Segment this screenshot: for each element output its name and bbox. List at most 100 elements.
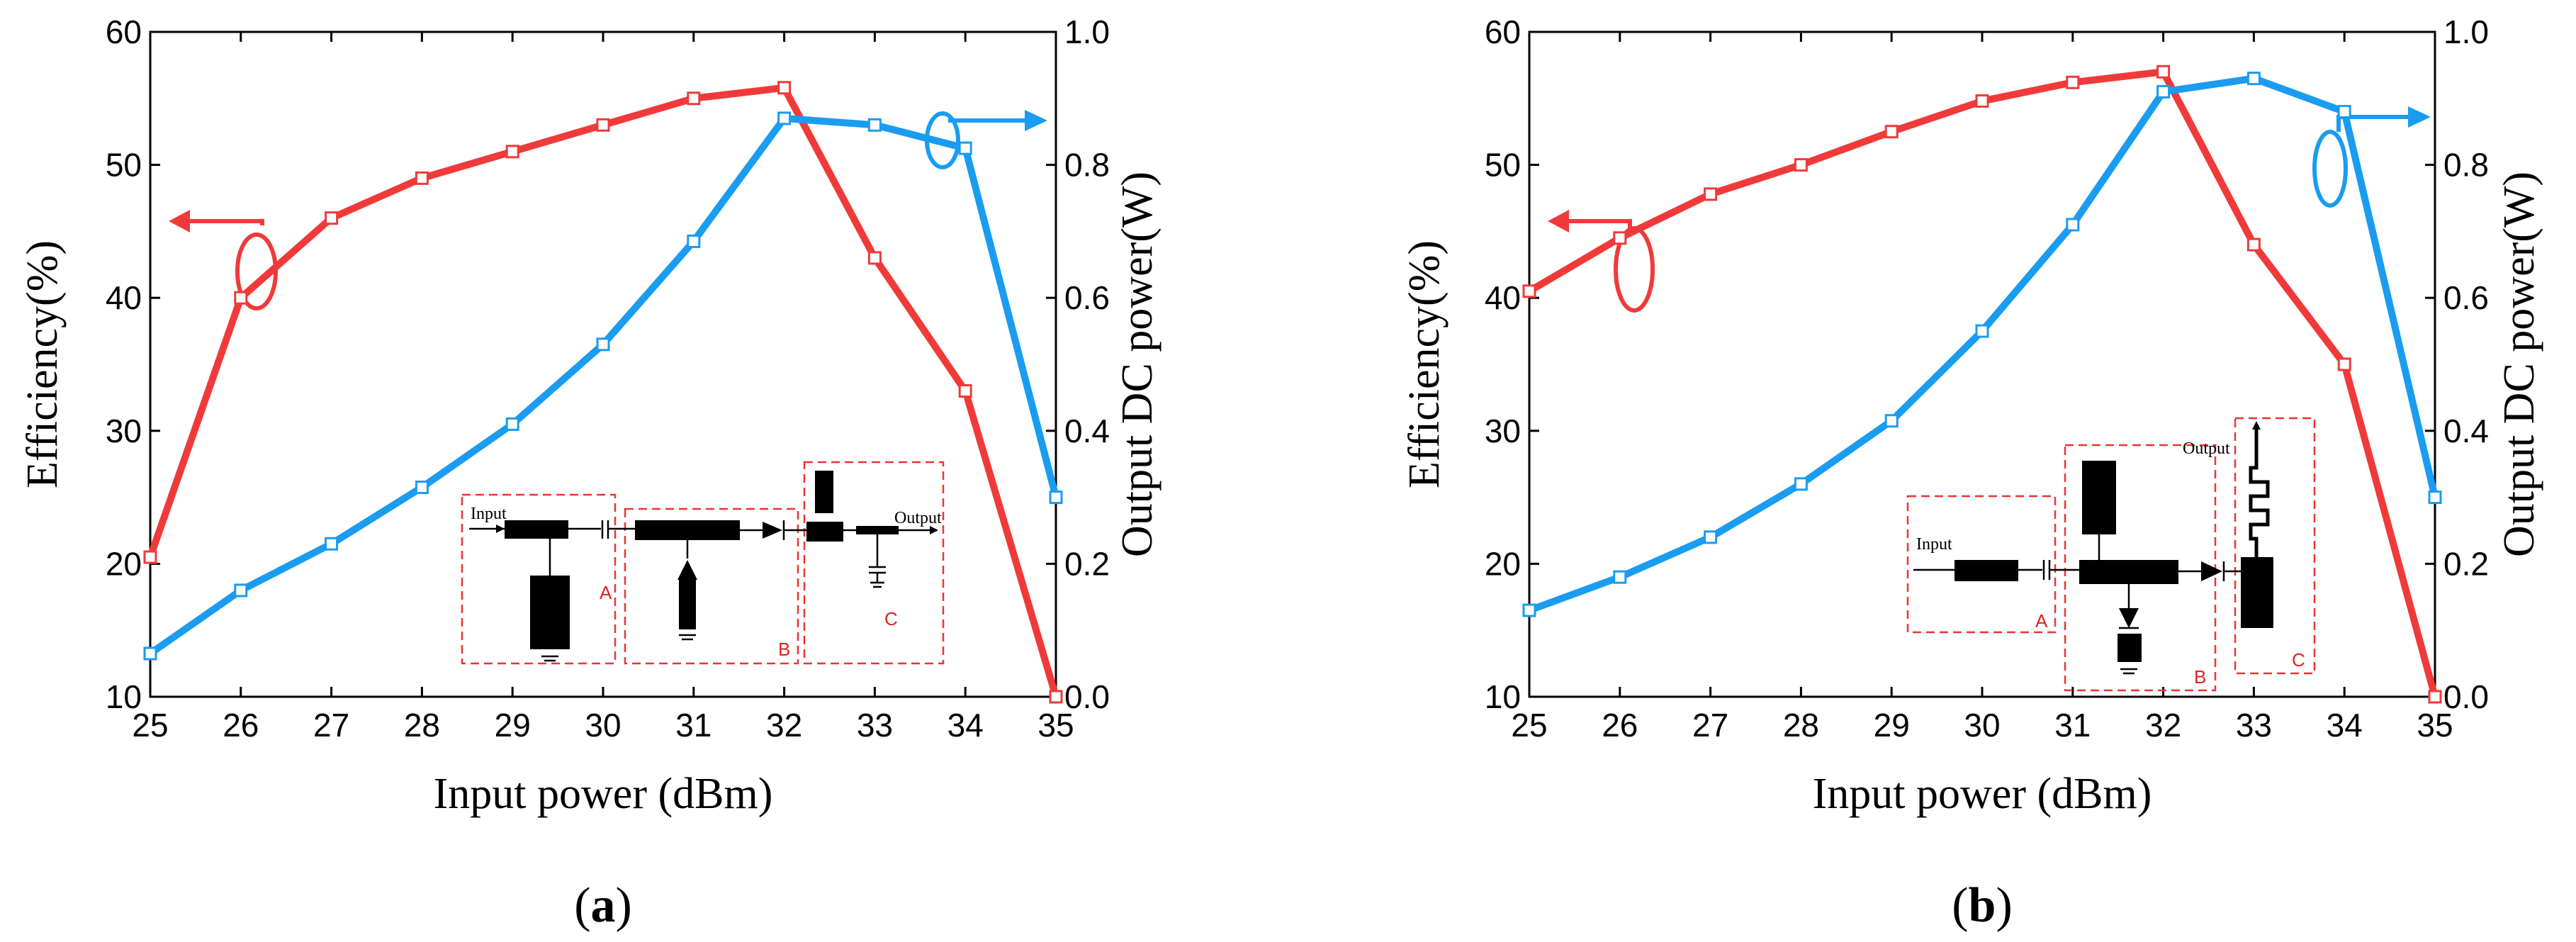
x-tick-label: 28	[404, 707, 440, 744]
efficiency-point	[505, 145, 519, 159]
efficiency-point	[1704, 187, 1718, 201]
output-power-point	[2246, 72, 2261, 86]
output-power-point	[596, 337, 610, 352]
transmission-line-block	[1955, 560, 2018, 581]
output-power-point	[1704, 530, 1718, 544]
y-tick-label-right: 0.6	[2443, 279, 2489, 316]
y-ticks-right-b: 0.0 0.2 0.4 0.6 0.8 1.0	[2425, 13, 2489, 715]
inset-section-box-b	[624, 508, 799, 665]
x-tick-label: 33	[2236, 707, 2272, 744]
inset-section-box-b	[2064, 444, 2217, 692]
stub-block	[2117, 634, 2142, 662]
transmission-line-block	[505, 520, 568, 539]
efficiency-point	[2156, 65, 2171, 79]
stub-block	[815, 471, 833, 513]
output-power-point	[2337, 105, 2351, 119]
efficiency-point	[1884, 125, 1899, 139]
y-tick-label-left: 50	[1485, 147, 1521, 184]
output-power-point	[415, 481, 429, 495]
y-tick-label-right: 0.2	[2443, 545, 2489, 582]
inset-section-box-c	[803, 461, 945, 665]
y-tick-label-left: 10	[1485, 678, 1521, 715]
x-axis-label-b: Input power (dBm)	[1813, 770, 2152, 818]
diode-icon	[763, 522, 782, 539]
efficiency-point	[687, 91, 701, 106]
x-tick-label: 33	[857, 707, 893, 744]
diode-icon	[677, 560, 697, 580]
x-tick-label: 29	[495, 707, 531, 744]
panel-label-a: (a)	[574, 878, 632, 933]
power-series-b	[1522, 72, 2442, 617]
diode-icon	[2119, 608, 2139, 628]
y-tick-label-left: 30	[1485, 413, 1521, 449]
y-tick-label-right: 0.4	[2443, 413, 2489, 449]
x-tick-label: 32	[766, 707, 802, 744]
x-tick-label: 32	[2145, 707, 2181, 744]
y-tick-label-left: 20	[1485, 545, 1521, 582]
efficiency-point	[2066, 75, 2080, 89]
y-tick-label-left: 60	[106, 13, 142, 50]
x-tick-label: 35	[2417, 707, 2453, 744]
inset-output-label: Output	[894, 509, 942, 527]
x-tick-label: 27	[313, 707, 349, 744]
x-tick-label: 34	[2327, 707, 2363, 744]
y-axis-label-left-b: Efficiency(%)	[1400, 240, 1449, 488]
efficiency-series-b	[1522, 65, 2442, 704]
panel-label-b: (b)	[1952, 878, 2013, 933]
efficiency-point	[143, 550, 157, 564]
y-tick-label-right: 0.2	[1064, 545, 1110, 582]
y-axis-label-right-a: Output DC power(W)	[1113, 172, 1162, 557]
efficiency-point	[2428, 690, 2442, 704]
efficiency-point	[958, 384, 972, 398]
x-tick-label: 30	[1964, 707, 2000, 744]
output-power-point	[1884, 414, 1899, 428]
stub-block	[530, 576, 570, 649]
output-power-point	[2066, 218, 2080, 232]
efficiency-point	[867, 251, 882, 265]
y-tick-label-left: 10	[106, 678, 142, 715]
stub-block	[2241, 557, 2273, 628]
output-power-point	[1975, 324, 1989, 338]
output-power-point	[777, 111, 792, 125]
x-tick-label: 25	[1511, 707, 1547, 744]
stub-block	[679, 580, 696, 629]
efficiency-series-a	[143, 81, 1063, 704]
transmission-line-block	[635, 520, 740, 540]
y-ticks-left-a: 10 20 30 40 50 60	[106, 13, 160, 715]
output-power-point	[1049, 490, 1063, 505]
output-power-point	[325, 537, 339, 551]
plot-frame-b	[1528, 30, 2436, 698]
x-tick-label: 31	[675, 707, 712, 744]
output-power-point	[687, 234, 701, 248]
inset-input-label: Input	[1916, 535, 1952, 554]
inset-section-label-b: B	[2194, 666, 2206, 688]
x-tick-label: 25	[132, 707, 168, 744]
y-tick-label-right: 0.8	[2443, 147, 2489, 184]
output-power-point	[1613, 570, 1627, 584]
efficiency-point	[777, 81, 792, 95]
efficiency-point	[1613, 231, 1627, 245]
efficiency-point	[1794, 158, 1808, 172]
x-tick-label: 35	[1037, 707, 1074, 744]
meander-line	[2249, 425, 2270, 557]
output-power-point	[2428, 490, 2442, 505]
x-tick-label: 26	[223, 707, 259, 744]
efficiency-point	[2246, 237, 2261, 252]
output-power-point	[867, 118, 882, 132]
output-power-point	[1522, 603, 1536, 617]
x-ticks-a: 25 26 27 28 29 30 31 32 33 34 35	[132, 32, 1074, 744]
inset-output-label: Output	[2183, 439, 2230, 458]
axis-indicator-efficiency-a	[169, 210, 278, 310]
output-power-point	[143, 646, 157, 661]
circuit-inset-b: Input Output A B C	[1906, 417, 2316, 692]
efficiency-line-b	[1527, 68, 2439, 698]
circuit-inset-a: Input	[461, 461, 945, 665]
y-ticks-left-b: 10 20 30 40 50 60	[1485, 13, 1539, 715]
transmission-line-block	[2079, 560, 2178, 584]
output-power-point	[505, 417, 519, 431]
transmission-line-block	[806, 522, 843, 542]
power-series-a	[143, 111, 1063, 661]
x-tick-label: 26	[1602, 707, 1638, 744]
axis-indicator-power-b	[2312, 106, 2431, 208]
